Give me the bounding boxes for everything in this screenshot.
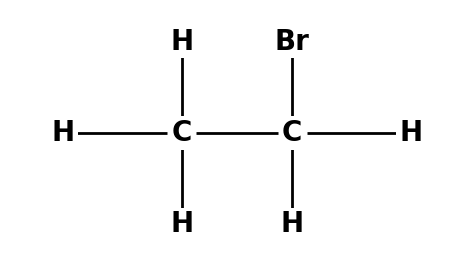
Text: H: H: [170, 28, 193, 56]
Text: H: H: [52, 119, 75, 147]
Text: H: H: [281, 210, 304, 238]
Text: C: C: [172, 119, 192, 147]
Text: C: C: [282, 119, 302, 147]
Text: H: H: [399, 119, 422, 147]
Text: H: H: [170, 210, 193, 238]
Text: Br: Br: [275, 28, 310, 56]
